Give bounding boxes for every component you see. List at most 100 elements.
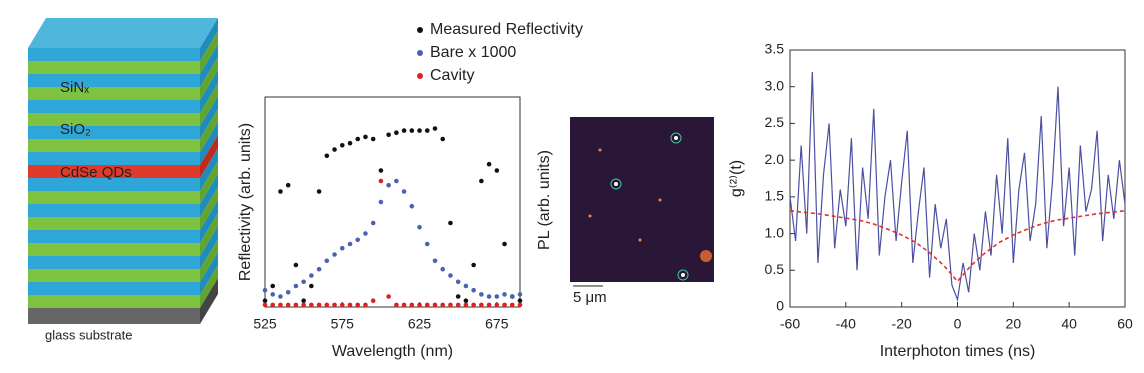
legend-marker — [417, 50, 423, 56]
layer — [28, 126, 200, 139]
x-tick-label: 575 — [331, 316, 355, 332]
layer-side — [200, 57, 218, 100]
pl-spot — [681, 273, 685, 277]
layer — [28, 256, 200, 269]
layer-side — [200, 239, 218, 282]
data-point — [455, 294, 461, 299]
top-face — [28, 18, 218, 48]
data-point — [370, 298, 376, 304]
data-point — [401, 302, 407, 308]
scale-bar-label: 5 μm — [573, 289, 607, 306]
data-point — [363, 302, 368, 308]
pl-image — [570, 117, 714, 287]
layer-side — [200, 213, 218, 256]
data-point — [293, 262, 299, 268]
layer — [28, 152, 200, 165]
x-axis-label: Wavelength (nm) — [332, 343, 453, 360]
data-point — [363, 231, 368, 236]
layer — [28, 243, 200, 256]
layer — [28, 113, 200, 126]
pl-spot — [614, 182, 618, 186]
data-point — [347, 140, 353, 146]
data-point — [486, 161, 492, 167]
layer-side — [200, 187, 218, 230]
data-point — [432, 126, 438, 131]
data-point — [494, 294, 500, 299]
layer — [28, 204, 200, 217]
data-point — [394, 302, 399, 308]
data-point — [347, 241, 353, 247]
layer-side — [200, 70, 218, 113]
layer-label: SiO₂ — [60, 121, 91, 138]
data-point — [278, 302, 283, 308]
data-point — [285, 182, 291, 188]
data-point — [502, 241, 507, 247]
data-point — [378, 199, 384, 205]
data-point — [355, 237, 361, 243]
layer-side — [200, 161, 218, 204]
data-point — [448, 220, 453, 226]
data-point — [440, 302, 446, 308]
substrate-label: glass substrate — [45, 327, 132, 342]
data-point — [378, 178, 384, 184]
data-point — [424, 128, 430, 133]
x-tick-label: -60 — [780, 316, 800, 332]
pl-marker — [677, 269, 689, 281]
data-point — [509, 294, 515, 299]
data-point — [355, 302, 361, 308]
pl-spot — [598, 148, 602, 152]
legend-marker — [417, 73, 423, 79]
data-point — [262, 287, 268, 293]
layer — [28, 269, 200, 282]
data-point — [278, 189, 283, 194]
y-axis-label: g⁽²⁾(t) — [728, 160, 745, 197]
pl-spot — [588, 214, 592, 218]
x-tick-label: 0 — [954, 316, 962, 332]
data-point — [486, 302, 492, 308]
data-point — [378, 168, 384, 173]
pl-spot — [700, 250, 712, 262]
layer-side — [200, 96, 218, 139]
data-point — [262, 302, 268, 308]
layer-side — [200, 265, 218, 308]
data-point — [293, 283, 299, 289]
layer — [28, 165, 200, 178]
pl-marker — [610, 178, 622, 190]
data-point — [401, 128, 407, 133]
layer-side — [200, 122, 218, 165]
data-point — [517, 292, 523, 297]
layer-side — [200, 44, 218, 87]
data-point — [278, 294, 283, 299]
data-point — [479, 292, 484, 297]
data-point — [270, 283, 276, 289]
layer — [28, 191, 200, 204]
layer-side — [200, 83, 218, 126]
data-point — [262, 298, 268, 304]
layer-side — [200, 18, 218, 61]
data-point — [270, 302, 276, 308]
layer-side — [200, 252, 218, 295]
data-point — [417, 128, 422, 133]
data-point — [324, 153, 330, 159]
data-point — [301, 302, 306, 308]
data-point — [370, 136, 376, 142]
data-point — [455, 279, 461, 285]
data-point — [339, 245, 345, 251]
data-point — [440, 266, 446, 272]
data-point — [409, 128, 415, 133]
legend-label: Measured Reflectivity — [430, 21, 583, 38]
data-point — [316, 266, 322, 272]
data-point — [463, 302, 469, 308]
layer-side — [200, 200, 218, 243]
layer-stack — [28, 18, 218, 324]
y-tick-label: 1.0 — [765, 224, 785, 240]
layer — [28, 217, 200, 230]
layer — [28, 87, 200, 100]
data-point — [409, 203, 415, 209]
layer — [28, 230, 200, 243]
data-point — [409, 302, 415, 308]
x-tick-label: -40 — [836, 316, 856, 332]
data-point — [417, 224, 422, 230]
plot-frame — [789, 49, 1126, 308]
y-tick-label: 3.5 — [765, 41, 785, 57]
